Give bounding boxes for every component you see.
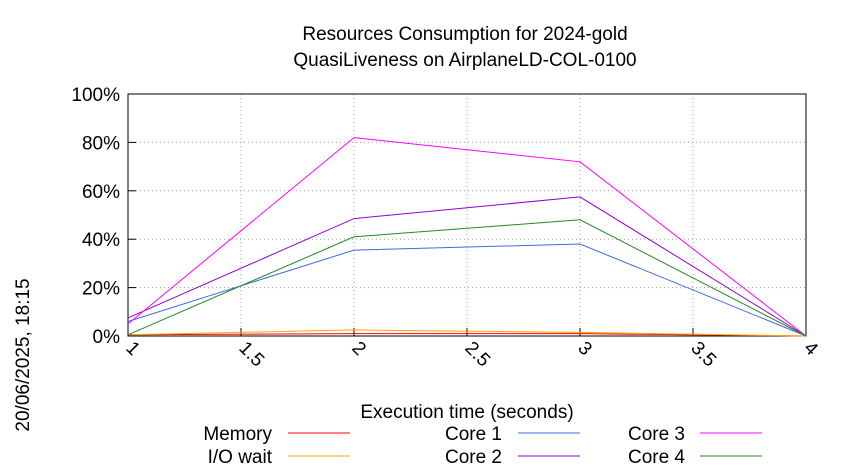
x-tick-label: 3.5 (686, 338, 720, 372)
y-tick-label: 40% (82, 230, 120, 251)
x-tick-label: 2.5 (460, 338, 494, 372)
side-timestamp-label: 20/06/2025, 18:15 (13, 278, 34, 431)
legend-label-core-4: Core 4 (628, 447, 685, 468)
x-axis-label: Execution time (seconds) (360, 402, 573, 423)
chart-subtitle: QuasiLiveness on AirplaneLD-COL-0100 (293, 50, 636, 71)
x-tick-label: 4 (799, 338, 822, 361)
x-tick-label: 2 (347, 338, 369, 360)
series-lines (127, 137, 807, 337)
legend-label-core-2: Core 2 (445, 447, 502, 468)
x-tick-label: 1 (121, 338, 143, 360)
chart-title: Resources Consumption for 2024-gold (302, 24, 627, 45)
legend-label-core-1: Core 1 (445, 424, 502, 445)
y-tick-label: 60% (82, 182, 120, 203)
legend-label-i-o-wait: I/O wait (208, 447, 273, 468)
legend-label-core-3: Core 3 (628, 424, 685, 445)
y-tick-label: 20% (82, 279, 120, 300)
y-tick-label: 100% (71, 85, 120, 106)
x-tick-label: 1.5 (234, 338, 268, 372)
axes (127, 93, 807, 337)
series-line-core-2 (127, 196, 807, 337)
x-tick-labels: 1 1.5 2 2.5 3 3.5 4 (121, 338, 822, 372)
plot-border (127, 93, 807, 337)
series-line-i-o-wait (127, 329, 807, 337)
grid (127, 93, 807, 337)
y-tick-labels: 0% 20% 40% 60% 80% 100% (71, 85, 120, 348)
legend-label-memory: Memory (203, 424, 272, 445)
x-tick-label: 3 (573, 338, 595, 360)
y-tick-label: 80% (82, 133, 120, 154)
y-tick-label: 0% (93, 327, 121, 348)
series-line-core-4 (127, 219, 807, 337)
series-line-core-3 (127, 137, 807, 337)
series-line-memory (127, 333, 807, 337)
